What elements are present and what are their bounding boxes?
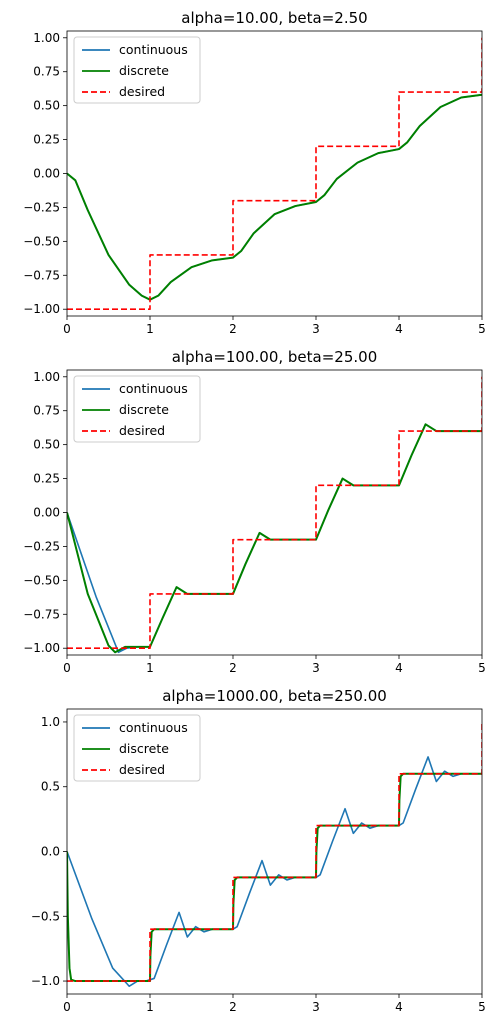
y-tick-label: 0.50 [33, 99, 60, 113]
chart-title: alpha=100.00, beta=25.00 [172, 348, 378, 366]
x-tick-label: 5 [478, 322, 486, 336]
y-tick-label: 0.00 [33, 506, 60, 520]
x-tick-label: 4 [395, 661, 403, 675]
series-desired [67, 376, 482, 650]
x-tick-label: 3 [312, 1000, 320, 1014]
series-continuous [67, 423, 482, 654]
x-tick-label: 1 [146, 661, 154, 675]
y-tick-label: 1.0 [41, 715, 60, 729]
y-tick-label: −1.00 [23, 302, 60, 316]
legend-label-continuous: continuous [119, 381, 188, 396]
series-discrete [67, 93, 482, 301]
y-tick-label: 0.50 [33, 438, 60, 452]
y-tick-label: −1.0 [31, 974, 60, 988]
y-tick-label: −0.25 [23, 539, 60, 553]
legend: continuous discrete desired [73, 36, 201, 104]
x-tick-label: 3 [312, 661, 320, 675]
x-tick-label: 5 [478, 1000, 486, 1014]
series-discrete [67, 423, 482, 654]
y-tick-label: 0.75 [33, 65, 60, 79]
legend-label-discrete: discrete [119, 741, 169, 756]
chart-1: alpha=10.00, beta=2.50 0 1 2 3 4 5 −1.00 −0.75 −0… [23, 9, 486, 336]
x-tick-label: 0 [63, 661, 71, 675]
chart-3: alpha=1000.00, beta=250.00 0 1 2 3 4 5 −1.0 −0.5… [31, 687, 486, 1014]
y-tick-label: −0.25 [23, 200, 60, 214]
x-tick-label: 4 [395, 322, 403, 336]
y-tick-label: −1.00 [23, 641, 60, 655]
x-tick-label: 2 [229, 1000, 237, 1014]
x-tick-label: 1 [146, 1000, 154, 1014]
legend-label-desired: desired [119, 84, 165, 99]
legend: continuous discrete desired [73, 375, 201, 443]
y-tick-label: −0.50 [23, 234, 60, 248]
chart-2: alpha=100.00, beta=25.00 0 1 2 3 4 5 −1.00 −0.75… [23, 348, 486, 675]
x-tick-label: 5 [478, 661, 486, 675]
y-tick-label: −0.75 [23, 268, 60, 282]
legend-label-discrete: discrete [119, 402, 169, 417]
x-tick-label: 1 [146, 322, 154, 336]
legend-box [73, 36, 201, 104]
y-tick-label: 0.25 [33, 472, 60, 486]
plot-frame [66, 708, 483, 995]
y-tick-label: 0.5 [41, 780, 60, 794]
chart-title: alpha=1000.00, beta=250.00 [162, 687, 387, 705]
chart-title: alpha=10.00, beta=2.50 [181, 9, 367, 27]
y-tick-label: 1.00 [33, 370, 60, 384]
series-desired [67, 721, 482, 982]
legend-box [73, 375, 201, 443]
y-tick-label: −0.50 [23, 573, 60, 587]
y-tick-label: 0.75 [33, 404, 60, 418]
x-tick-label: 0 [63, 322, 71, 336]
series-desired [67, 37, 482, 311]
y-tick-label: 1.00 [33, 31, 60, 45]
x-tick-label: 3 [312, 322, 320, 336]
legend-box [73, 714, 201, 782]
y-tick-label: −0.75 [23, 607, 60, 621]
legend-label-discrete: discrete [119, 63, 169, 78]
y-tick-label: 0.00 [33, 167, 60, 181]
legend-label-desired: desired [119, 762, 165, 777]
legend-label-desired: desired [119, 423, 165, 438]
series-continuous [67, 756, 482, 988]
y-tick-label: 0.0 [41, 845, 60, 859]
x-tick-label: 2 [229, 661, 237, 675]
legend-label-continuous: continuous [119, 720, 188, 735]
x-tick-label: 4 [395, 1000, 403, 1014]
plot-frame [66, 369, 483, 656]
x-tick-label: 2 [229, 322, 237, 336]
x-tick-label: 0 [63, 1000, 71, 1014]
legend-label-continuous: continuous [119, 42, 188, 57]
y-tick-label: −0.5 [31, 909, 60, 923]
legend: continuous discrete desired [73, 714, 201, 782]
plot-frame [66, 30, 483, 317]
y-tick-label: 0.25 [33, 133, 60, 147]
